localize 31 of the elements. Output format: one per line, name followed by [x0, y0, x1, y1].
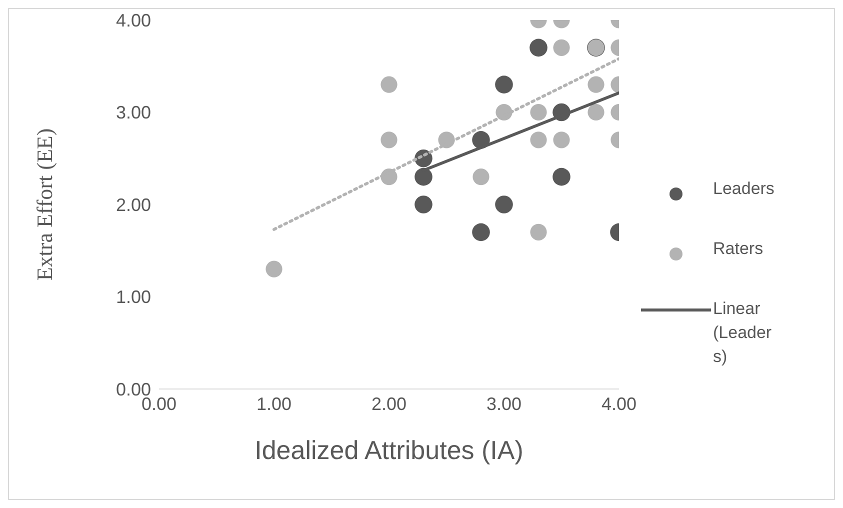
point — [588, 76, 604, 93]
legend-label: Leaders — [713, 178, 776, 200]
point — [380, 76, 398, 93]
y-tick-label: 3.00 — [116, 102, 151, 123]
y-axis-title: Extra Effort (EE) — [32, 128, 57, 281]
legend-label: Linear (Leaders) — [713, 298, 773, 368]
point — [414, 168, 432, 186]
point — [530, 132, 547, 148]
point — [472, 223, 490, 242]
point — [553, 132, 570, 148]
point — [414, 196, 432, 214]
point — [530, 104, 547, 121]
point — [530, 224, 547, 240]
point — [552, 168, 570, 186]
point — [530, 38, 548, 57]
x-tick-label: 4.00 — [601, 394, 637, 414]
point — [380, 132, 398, 148]
x-tick-label: 1.00 — [256, 394, 292, 414]
x-tick-label: 2.00 — [371, 394, 407, 414]
legend-label: Raters — [713, 238, 764, 260]
point — [495, 76, 513, 94]
y-tick-label: 4.00 — [116, 10, 151, 30]
point — [266, 260, 282, 278]
x-axis-title: Idealized Attributes (IA) — [254, 435, 524, 465]
point — [472, 168, 490, 186]
point — [553, 39, 570, 56]
y-tick-label: 2.00 — [116, 194, 151, 215]
x-tick-label: 3.00 — [486, 394, 522, 414]
point — [588, 104, 604, 121]
y-tick-label: 1.00 — [116, 287, 151, 308]
point — [495, 196, 513, 214]
